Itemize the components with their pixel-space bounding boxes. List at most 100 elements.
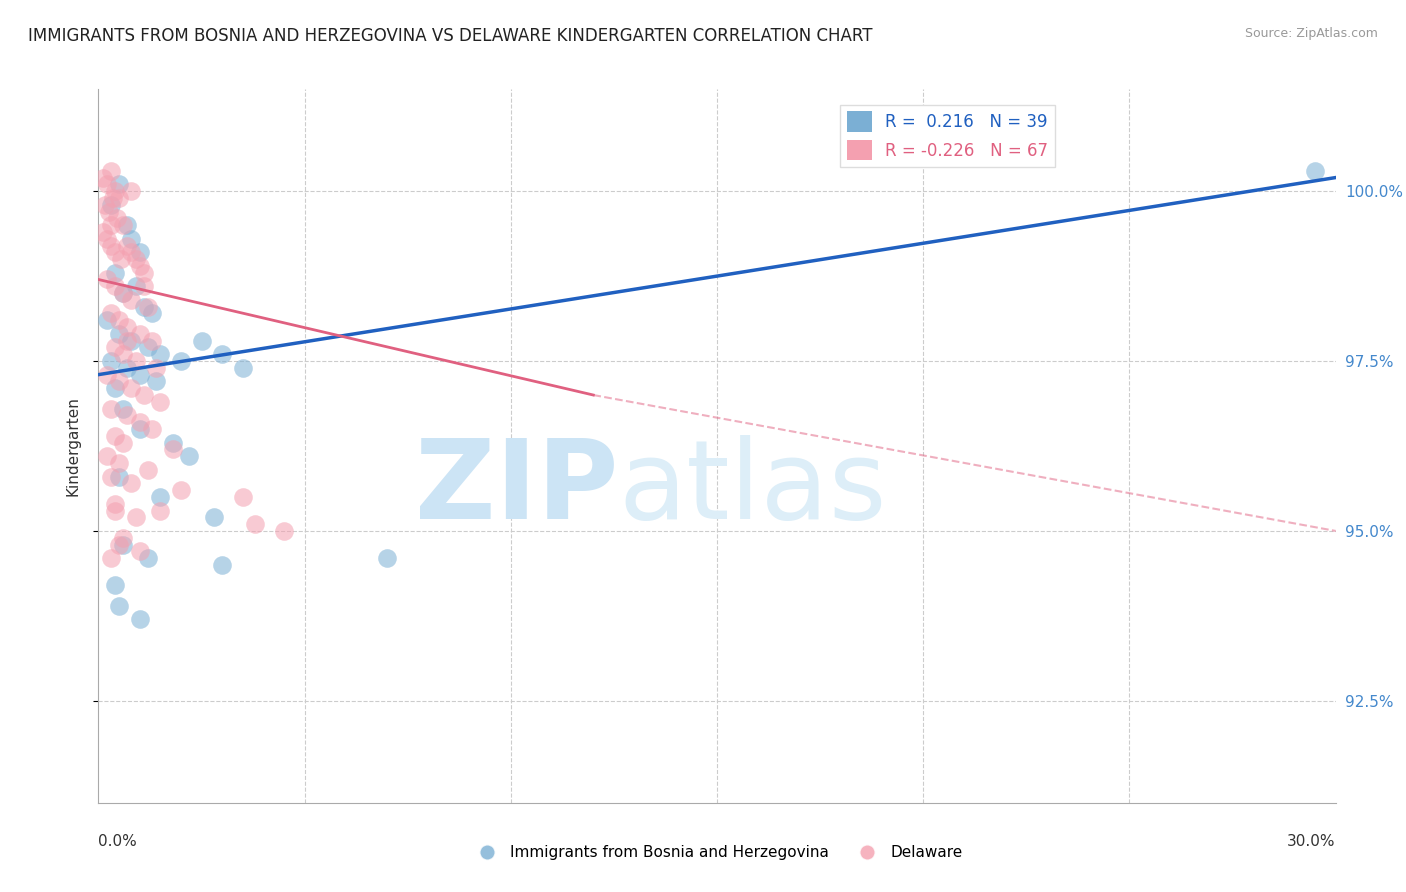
- Text: ZIP: ZIP: [415, 435, 619, 542]
- Point: [149, 490, 172, 504]
- Point: [141, 422, 163, 436]
- Point: [124, 354, 146, 368]
- Point: [128, 326, 150, 341]
- Text: Source: ZipAtlas.com: Source: ZipAtlas.com: [1244, 27, 1378, 40]
- Point: [149, 394, 172, 409]
- Point: [108, 469, 131, 483]
- Point: [124, 510, 146, 524]
- Text: 0.0%: 0.0%: [98, 834, 138, 849]
- Point: [96, 368, 118, 382]
- Point: [232, 360, 254, 375]
- Point: [112, 531, 135, 545]
- Point: [190, 334, 212, 348]
- Y-axis label: Kindergarten: Kindergarten: [65, 396, 80, 496]
- Point: [128, 368, 150, 382]
- Point: [112, 435, 135, 450]
- Point: [117, 334, 139, 348]
- Point: [136, 551, 159, 566]
- Point: [149, 503, 172, 517]
- Legend: Immigrants from Bosnia and Herzegovina, Delaware: Immigrants from Bosnia and Herzegovina, …: [465, 839, 969, 866]
- Point: [170, 483, 193, 498]
- Point: [117, 320, 139, 334]
- Point: [375, 551, 398, 566]
- Point: [100, 306, 122, 320]
- Point: [100, 163, 122, 178]
- Text: 30.0%: 30.0%: [1288, 834, 1336, 849]
- Point: [100, 551, 122, 566]
- Point: [112, 347, 135, 361]
- Point: [132, 388, 155, 402]
- Point: [96, 449, 118, 463]
- Point: [132, 279, 155, 293]
- Point: [104, 503, 127, 517]
- Point: [273, 524, 295, 538]
- Point: [145, 375, 167, 389]
- Point: [110, 252, 132, 266]
- Point: [96, 313, 118, 327]
- Point: [108, 313, 131, 327]
- Text: IMMIGRANTS FROM BOSNIA AND HERZEGOVINA VS DELAWARE KINDERGARTEN CORRELATION CHAR: IMMIGRANTS FROM BOSNIA AND HERZEGOVINA V…: [28, 27, 873, 45]
- Point: [132, 266, 155, 280]
- Point: [136, 300, 159, 314]
- Text: atlas: atlas: [619, 435, 887, 542]
- Point: [162, 442, 184, 457]
- Point: [149, 347, 172, 361]
- Point: [112, 286, 135, 301]
- Point: [112, 218, 135, 232]
- Point: [128, 422, 150, 436]
- Point: [108, 537, 131, 551]
- Point: [120, 381, 142, 395]
- Point: [136, 463, 159, 477]
- Point: [141, 306, 163, 320]
- Point: [117, 238, 139, 252]
- Point: [117, 409, 139, 423]
- Point: [117, 218, 139, 232]
- Point: [117, 360, 139, 375]
- Point: [104, 497, 127, 511]
- Point: [211, 558, 233, 572]
- Point: [104, 341, 127, 355]
- Point: [91, 225, 114, 239]
- Point: [128, 415, 150, 429]
- Point: [141, 334, 163, 348]
- Point: [120, 184, 142, 198]
- Point: [104, 429, 127, 443]
- Point: [170, 354, 193, 368]
- Point: [120, 334, 142, 348]
- Point: [128, 245, 150, 260]
- Point: [128, 544, 150, 558]
- Point: [162, 435, 184, 450]
- Point: [120, 293, 142, 307]
- Point: [108, 191, 131, 205]
- Point: [104, 184, 127, 198]
- Point: [104, 245, 127, 260]
- Point: [104, 381, 127, 395]
- Point: [112, 286, 135, 301]
- Point: [96, 232, 118, 246]
- Point: [93, 198, 115, 212]
- Point: [128, 259, 150, 273]
- Point: [120, 476, 142, 491]
- Point: [91, 170, 114, 185]
- Point: [108, 178, 131, 192]
- Point: [108, 326, 131, 341]
- Point: [112, 537, 135, 551]
- Point: [100, 401, 122, 416]
- Point: [104, 266, 127, 280]
- Point: [100, 354, 122, 368]
- Point: [101, 191, 124, 205]
- Point: [1303, 163, 1326, 178]
- Point: [108, 375, 131, 389]
- Point: [97, 204, 120, 219]
- Point: [96, 272, 118, 286]
- Point: [120, 245, 142, 260]
- Point: [211, 347, 233, 361]
- Point: [96, 178, 118, 192]
- Point: [108, 599, 131, 613]
- Point: [100, 469, 122, 483]
- Point: [124, 279, 146, 293]
- Point: [104, 578, 127, 592]
- Point: [120, 232, 142, 246]
- Point: [128, 612, 150, 626]
- Point: [105, 211, 128, 226]
